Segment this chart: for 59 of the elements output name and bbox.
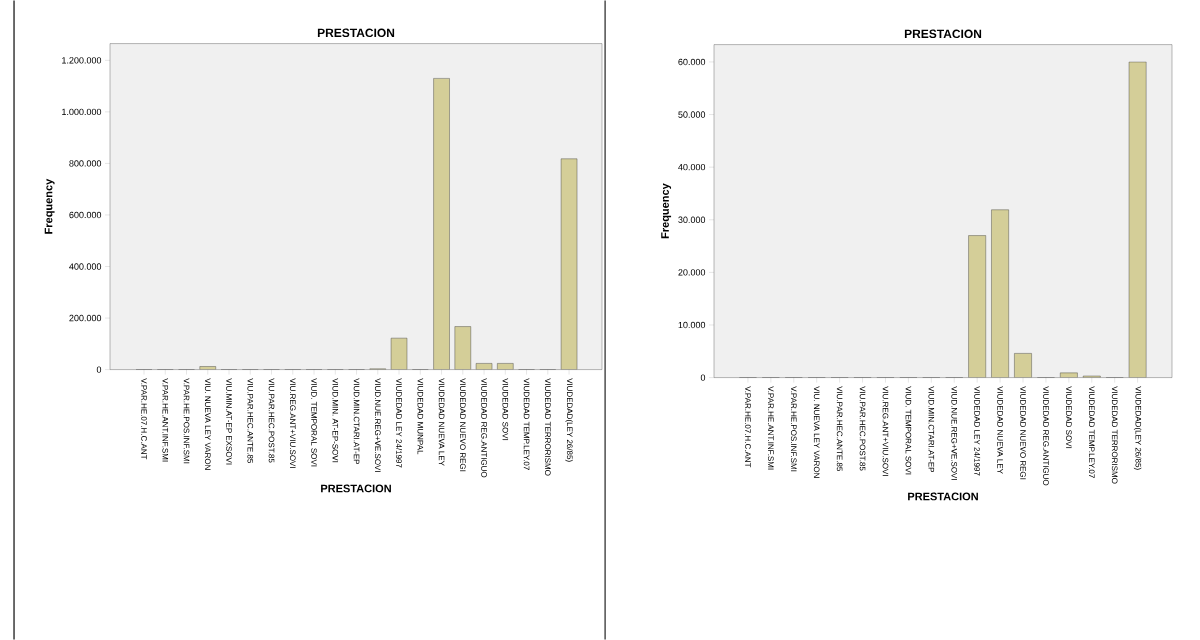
- x-tick-label: VIU.PAR.HEC.ANTE.85: [247, 378, 254, 463]
- y-tick-label: 0: [96, 366, 102, 373]
- x-tick-label: V.PAR.HE.ANT.INF.SMI: [162, 378, 169, 462]
- x-tick-label: VIU.PAR.HEC.POST.85: [859, 386, 866, 471]
- x-tick-label: VIU.MIN.AT-EP EXSOVI: [226, 378, 232, 465]
- x-tick-label: VIU.REG.ANT+VIU.SOVI: [882, 386, 889, 476]
- y-tick-label: 0: [700, 374, 706, 381]
- x-tick-label: VIUD. TEMPORAL SOVI: [311, 378, 317, 467]
- x-tick-label: VIUDEDAD MUNPAL: [417, 378, 424, 455]
- x-tick-label: VIUDEDAD LEY 24/1997: [396, 378, 402, 468]
- x-tick-label: VIUDEDAD(LEY 26/85): [565, 378, 573, 462]
- y-tick-label: 1.200.000: [62, 57, 102, 64]
- x-tick-label: V.PAR.HE.POS.INF.SMI: [790, 386, 797, 472]
- x-tick-label: VIUDEDAD REG.ANTIGUO: [1043, 386, 1049, 486]
- x-tick-label: VIUDEDAD(LEY 26/85): [1133, 386, 1142, 470]
- chart-title: PRESTACION: [904, 29, 982, 38]
- x-tick-label: VIU. NUEVA LEY VARON: [204, 378, 211, 470]
- x-tick-label: VIUDEDAD REG.ANTIGUO: [481, 378, 487, 478]
- x-tick-label: VIUDEDAD NUEVA LEY: [438, 378, 445, 466]
- y-axis-title: Frequency: [661, 183, 672, 239]
- x-tick-label: VIUD.MIN.CTARI.AT-EP: [928, 386, 935, 472]
- chart-title: PRESTACION: [317, 28, 395, 37]
- y-axis-title: Frequency: [44, 178, 55, 234]
- y-tick-label: 30.000: [678, 216, 706, 223]
- y-tick-label: 1.000.000: [62, 108, 102, 115]
- x-tick-label: VIU.PAR.HEC.POST.85: [268, 378, 275, 463]
- x-tick-label: VIUD.MIN. AT-EP-SOVI: [332, 378, 339, 463]
- x-tick-label: VIUD. TEMPORAL SOVI: [905, 386, 912, 475]
- y-tick-label: 10.000: [678, 321, 706, 329]
- x-tick-label: VIU. NUEVA LEY VARON: [813, 386, 820, 478]
- x-tick-label: VIUDEDAD NUEVA LEY: [997, 386, 1003, 474]
- x-tick-label: VIUDEDAD NUEVO REGI: [1020, 386, 1026, 480]
- y-tick-label: 400.000: [69, 263, 102, 270]
- y-tick-label: 20.000: [678, 269, 706, 276]
- x-tick-label: VIU.REG.ANT+VIU.SOVI: [289, 378, 296, 468]
- x-tick-label: V.PAR.HE.ANT.INF.SMI: [768, 386, 774, 470]
- x-axis-title: PRESTACION: [908, 492, 978, 501]
- x-tick-label: VIUDEDAD SOVI: [1066, 386, 1072, 448]
- x-tick-label: V.PAR.HE.POS.INF.SMI: [183, 378, 190, 464]
- x-tick-label: V.PAR.HE.07.H.C.ANT: [141, 378, 147, 460]
- y-tick-label: 200.000: [69, 314, 102, 322]
- y-tick-label: 40.000: [678, 163, 706, 171]
- x-tick-label: VIUDEDAD TERRORISMO: [544, 378, 551, 476]
- x-axis-title: PRESTACION: [321, 484, 391, 493]
- x-tick-label: VIUDEDAD TERRORISMO: [1111, 386, 1118, 484]
- x-tick-label: VIU.PAR.HEC.ANTE.85: [836, 386, 843, 471]
- x-tick-label: VIUD.NUE.REG+VE.SOVI: [374, 378, 381, 472]
- x-tick-label: V.PAR.HE.07.H.C.ANT: [745, 386, 751, 468]
- x-tick-label: VIUDEDAD NUEVO REGI: [459, 378, 466, 472]
- y-tick-label: 800.000: [69, 160, 102, 167]
- x-tick-label: VIUDEDAD SOVI: [502, 378, 509, 440]
- y-tick-label: 50.000: [678, 111, 706, 118]
- x-tick-label: VIUDEDAD LEY 24/1997: [974, 386, 981, 476]
- x-tick-label: VIUD.MIN.CTARI.AT-EP: [353, 378, 360, 464]
- x-tick-label: VIUDEDAD TEMP.LEY.07: [523, 378, 530, 470]
- x-tick-label: VIUD.NUE.REG+VE.SOVI: [951, 386, 958, 480]
- y-tick-label: 60.000: [678, 58, 706, 66]
- y-tick-label: 600.000: [69, 211, 102, 219]
- x-tick-label: VIUDEDAD TEMP.LEY.07: [1088, 386, 1095, 478]
